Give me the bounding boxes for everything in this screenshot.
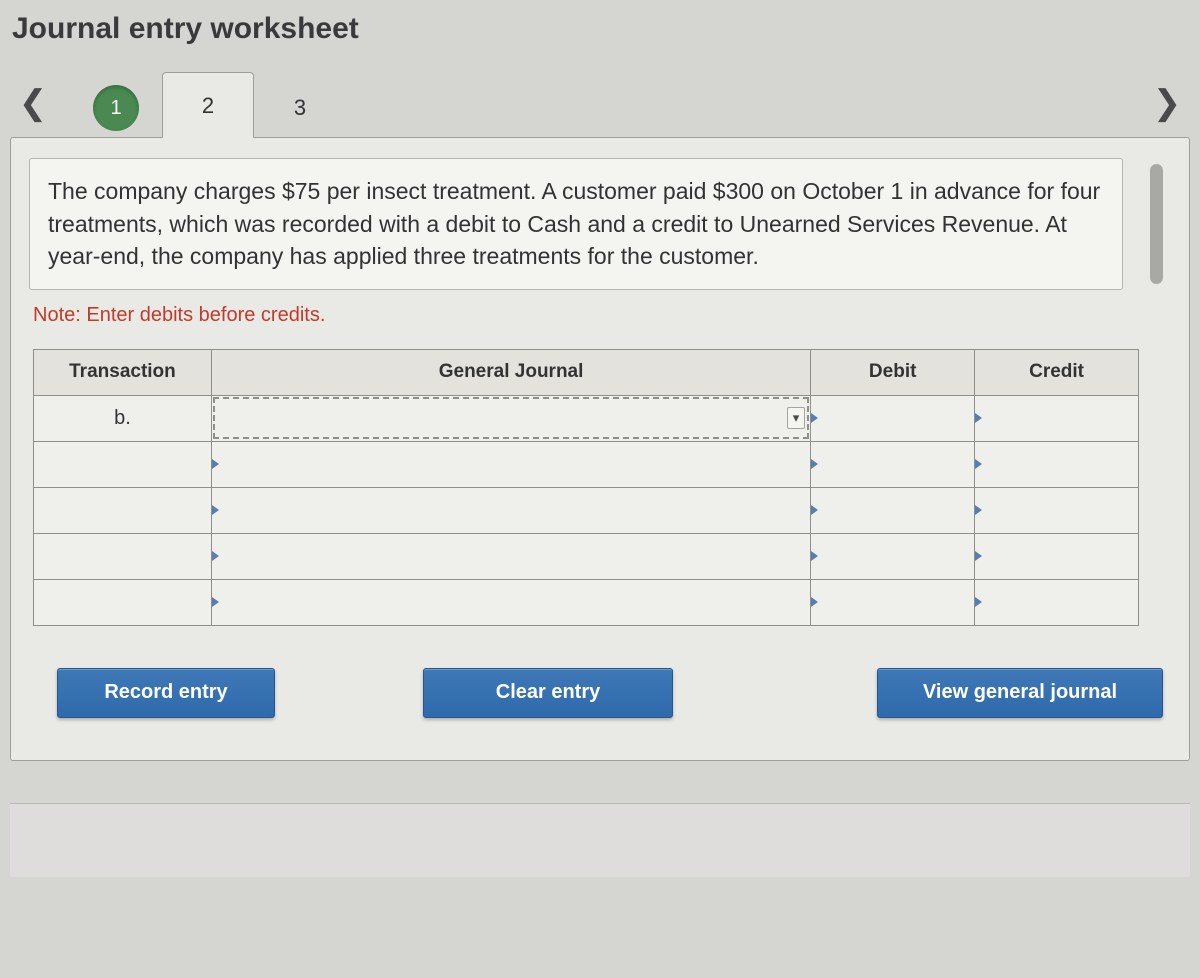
cell-transaction [34,441,212,487]
table-row [34,579,1139,625]
debit-input[interactable] [811,442,974,487]
table-row [34,487,1139,533]
col-header-general-journal: General Journal [211,349,810,395]
journal-table: Transaction General Journal Debit Credit… [33,349,1139,626]
tab-list: 1 2 3 [70,68,346,138]
view-general-journal-button[interactable]: View general journal [877,668,1163,718]
table-row [34,441,1139,487]
cell-marker-icon [212,459,219,469]
cell-debit[interactable] [811,395,975,441]
credit-input[interactable] [975,534,1138,579]
col-header-debit: Debit [811,349,975,395]
prev-chevron-icon[interactable]: ❮ [10,83,56,123]
cell-credit[interactable] [975,441,1139,487]
cell-credit[interactable] [975,395,1139,441]
cell-marker-icon [975,459,982,469]
cell-marker-icon [212,551,219,561]
general-journal-input[interactable] [212,534,810,579]
cell-transaction [34,487,212,533]
tab-1-circle: 1 [93,85,139,131]
cell-marker-icon [811,459,818,469]
scrollbar-thumb[interactable] [1150,164,1163,284]
cell-transaction [34,533,212,579]
cell-transaction [34,579,212,625]
cell-credit[interactable] [975,579,1139,625]
cell-credit[interactable] [975,487,1139,533]
cell-marker-icon [212,597,219,607]
clear-entry-button[interactable]: Clear entry [423,668,673,718]
bottom-strip [10,803,1190,877]
cell-general-journal[interactable] [211,487,810,533]
cell-marker-icon [811,505,818,515]
general-journal-input[interactable] [212,488,810,533]
credit-input[interactable] [975,488,1138,533]
cell-marker-icon [975,413,982,423]
debit-input[interactable] [811,534,974,579]
col-header-transaction: Transaction [34,349,212,395]
table-header-row: Transaction General Journal Debit Credit [34,349,1139,395]
tab-2-label: 2 [202,93,214,119]
record-entry-button[interactable]: Record entry [57,668,275,718]
cell-debit[interactable] [811,487,975,533]
worksheet-panel: The company charges $75 per insect treat… [10,137,1190,761]
general-journal-input[interactable] [212,442,810,487]
tabs-row: ❮ 1 2 3 ❯ [10,68,1190,138]
cell-debit[interactable] [811,533,975,579]
general-journal-input[interactable] [212,580,810,625]
cell-credit[interactable] [975,533,1139,579]
cell-general-journal[interactable] [211,579,810,625]
tab-3[interactable]: 3 [254,78,346,138]
debit-input[interactable] [811,396,974,441]
cell-general-journal[interactable] [211,533,810,579]
note-line: Note: Enter debits before credits. [33,304,1171,327]
credit-input[interactable] [975,580,1138,625]
cell-marker-icon [975,551,982,561]
transaction-description: The company charges $75 per insect treat… [29,158,1123,290]
cell-marker-icon [975,597,982,607]
transaction-label: b. [34,407,211,430]
cell-general-journal[interactable]: ▾ [211,395,810,441]
cell-marker-icon [811,413,818,423]
debit-input[interactable] [811,580,974,625]
credit-input[interactable] [975,442,1138,487]
button-row: Record entry Clear entry View general jo… [29,668,1171,718]
credit-input[interactable] [975,396,1138,441]
description-scrollbar[interactable] [1141,158,1171,290]
table-row [34,533,1139,579]
page-title: Journal entry worksheet [12,12,1190,46]
cell-general-journal[interactable] [211,441,810,487]
table-row: b. ▾ [34,395,1139,441]
cell-debit[interactable] [811,579,975,625]
dropdown-arrow-icon[interactable]: ▾ [787,407,806,429]
tab-3-label: 3 [294,95,306,121]
cell-marker-icon [811,551,818,561]
cell-marker-icon [811,597,818,607]
cell-marker-icon [975,505,982,515]
cell-debit[interactable] [811,441,975,487]
tab-2[interactable]: 2 [162,72,254,138]
next-chevron-icon[interactable]: ❯ [1144,83,1190,123]
col-header-credit: Credit [975,349,1139,395]
tab-1-label: 1 [110,97,121,120]
cell-marker-icon [212,505,219,515]
general-journal-input[interactable] [213,397,809,439]
tab-1[interactable]: 1 [70,78,162,138]
debit-input[interactable] [811,488,974,533]
cell-transaction: b. [34,395,212,441]
